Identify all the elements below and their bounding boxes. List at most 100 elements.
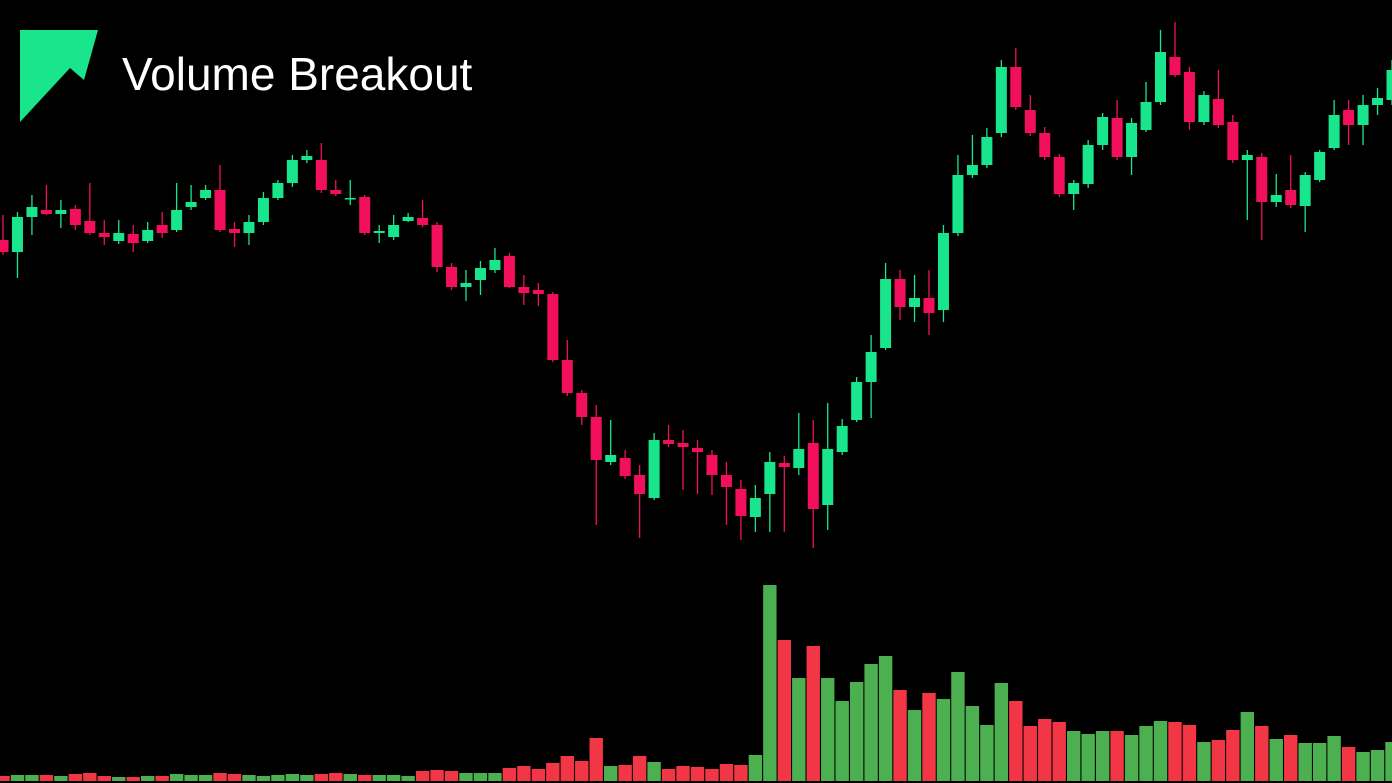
candle-body	[1097, 117, 1109, 145]
candle-body	[503, 256, 515, 287]
volume-bar	[965, 706, 980, 781]
candle-body	[692, 448, 703, 452]
candle-body	[836, 426, 848, 452]
candle-body	[98, 233, 110, 237]
candle-body	[301, 156, 313, 160]
candle-body	[1024, 110, 1036, 133]
volume-bar	[39, 775, 54, 781]
volume-bar	[488, 773, 502, 781]
candle-body	[1357, 105, 1369, 125]
volume-bar	[1226, 730, 1240, 781]
volume-bar	[358, 775, 372, 781]
candle-body	[1183, 72, 1195, 122]
volume-bar	[719, 764, 734, 781]
volume-bar	[1066, 731, 1081, 781]
candle-body	[156, 225, 168, 233]
candle-body	[489, 260, 501, 270]
volume-bar	[430, 770, 444, 781]
candle-body	[880, 279, 892, 348]
volume-bar	[372, 775, 386, 781]
candle-body	[286, 160, 298, 183]
volume-bar	[936, 699, 951, 781]
candle-body	[1126, 123, 1138, 157]
candle-body	[894, 279, 906, 307]
volume-bar	[97, 776, 111, 781]
candle-body	[1227, 122, 1239, 160]
volume-bar	[878, 656, 893, 781]
volume-bar	[849, 682, 864, 781]
volume-bar	[690, 767, 705, 781]
volume-bar	[1124, 735, 1139, 781]
volume-bar	[792, 678, 806, 781]
candle-body	[1053, 157, 1065, 194]
volume-bar	[835, 701, 849, 781]
volume-bar	[1298, 743, 1312, 781]
volume-bar	[213, 773, 227, 781]
volume-bar	[459, 773, 473, 781]
volume-bar	[994, 683, 1009, 781]
candle-body	[749, 498, 761, 517]
volume-bar	[893, 690, 907, 781]
volume-bar	[1269, 739, 1283, 781]
candle-body	[518, 287, 530, 293]
volume-bar	[155, 776, 169, 781]
candle-body	[1372, 98, 1384, 105]
candle-body	[243, 222, 255, 233]
candle-body	[40, 210, 52, 214]
volume-bar	[603, 766, 618, 781]
volume-bar	[1038, 719, 1052, 781]
volume-bar	[285, 774, 300, 781]
candle-body	[1111, 118, 1123, 157]
volume-bar	[126, 777, 140, 781]
volume-bar	[618, 765, 632, 781]
candle-layer	[0, 22, 1392, 548]
volume-bar	[1110, 731, 1124, 781]
candle-body	[431, 225, 443, 267]
volume-bar	[1139, 726, 1153, 781]
volume-bar	[54, 776, 68, 781]
volume-bar	[25, 775, 39, 781]
volume-bar	[227, 774, 242, 781]
volume-bar	[705, 769, 719, 781]
candle-body	[1198, 95, 1210, 122]
volume-bar	[1284, 735, 1298, 781]
candle-body	[547, 294, 559, 360]
candle-body	[330, 190, 342, 194]
candle-body	[214, 190, 226, 230]
candle-body	[952, 175, 964, 233]
candle-body	[474, 268, 486, 280]
candle-body	[417, 218, 429, 225]
volume-bar	[1153, 721, 1168, 781]
volume-bar	[184, 775, 198, 781]
volume-bar	[763, 585, 777, 781]
candle-body	[344, 198, 356, 200]
candle-body	[1256, 157, 1268, 202]
candle-body	[373, 231, 385, 233]
candle-body	[460, 283, 472, 287]
candle-body	[981, 137, 993, 165]
volume-bar	[676, 766, 690, 781]
candle-body	[26, 207, 38, 217]
volume-bar	[907, 710, 922, 781]
volume-bar	[1312, 743, 1327, 781]
candle-body	[1386, 70, 1392, 100]
candle-body	[446, 267, 458, 287]
volume-bar	[256, 776, 271, 781]
candle-body	[11, 217, 23, 252]
volume-bar	[1168, 722, 1182, 781]
candle-body	[69, 209, 81, 225]
candle-body	[619, 458, 631, 476]
candle-body	[1212, 99, 1224, 125]
candle-body	[229, 229, 240, 233]
volume-bar	[980, 725, 994, 781]
candle-body	[720, 475, 732, 487]
volume-bar	[1081, 734, 1095, 781]
candle-body	[388, 225, 400, 237]
candle-body	[909, 298, 921, 307]
candle-body	[1068, 183, 1080, 194]
volume-bar	[329, 773, 343, 781]
candle-body	[1314, 152, 1326, 180]
candle-body	[764, 462, 776, 494]
